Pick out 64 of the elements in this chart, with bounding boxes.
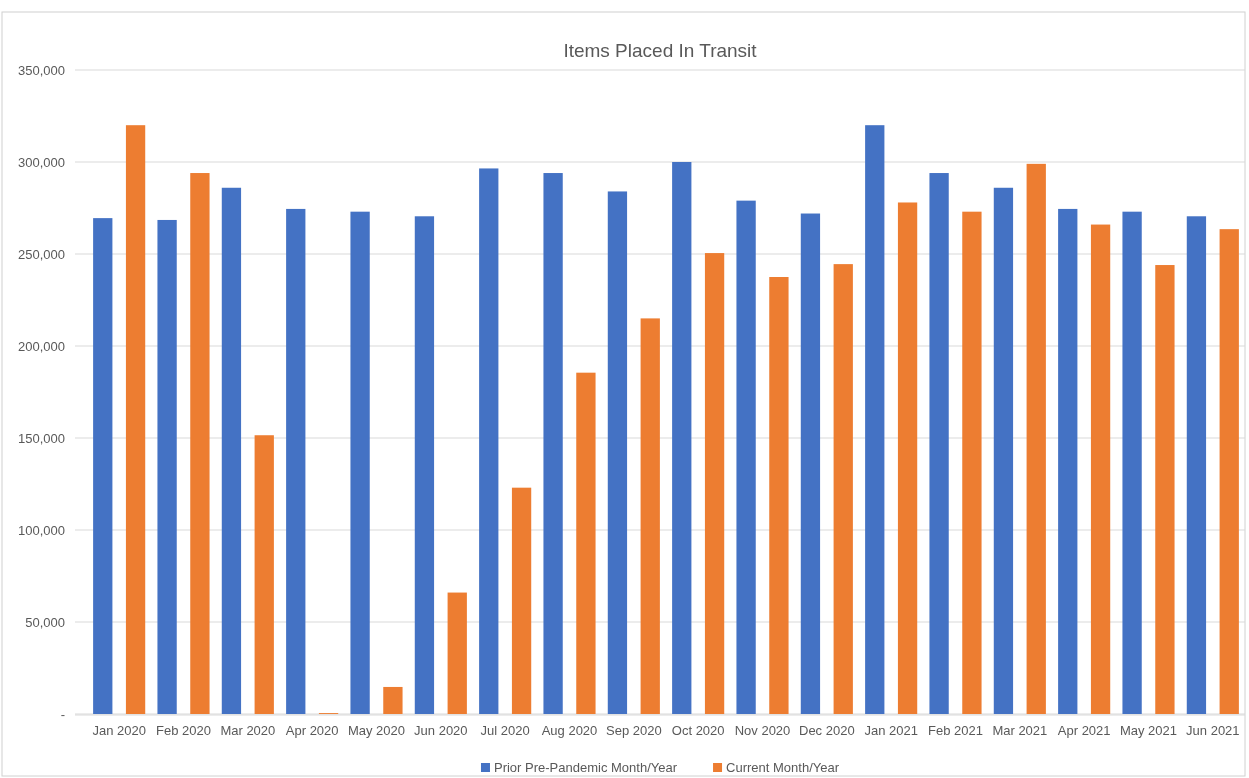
bar	[833, 264, 853, 714]
y-tick-label: 250,000	[18, 246, 65, 262]
bar	[865, 125, 885, 714]
chart-title: Items Placed In Transit	[563, 40, 758, 61]
bar	[190, 173, 210, 714]
x-tick-label: Apr 2020	[285, 723, 339, 739]
x-tick-label: Oct 2020	[671, 723, 725, 739]
x-tick-label: Jun 2021	[1186, 723, 1240, 739]
bar	[543, 173, 563, 714]
x-tick-label: May 2020	[347, 723, 406, 739]
bar	[672, 162, 692, 714]
bar	[254, 435, 274, 714]
legend-label: Prior Pre-Pandemic Month/Year	[493, 760, 678, 775]
x-tick-label: Jun 2020	[414, 723, 468, 739]
bar	[511, 487, 532, 714]
bar	[1155, 265, 1175, 714]
y-tick-label: 350,000	[18, 62, 65, 78]
bar	[1090, 224, 1111, 714]
bar	[640, 318, 660, 714]
bar	[1122, 211, 1142, 714]
bar	[962, 211, 982, 714]
x-tick-label: Jul 2020	[480, 723, 530, 739]
x-tick-label: Sep 2020	[606, 723, 662, 739]
bar	[576, 372, 596, 714]
bar	[1186, 216, 1207, 714]
bar	[125, 125, 146, 714]
y-tick-label: 100,000	[18, 522, 65, 538]
y-tick-label: 50,000	[25, 614, 65, 630]
bar	[479, 168, 499, 714]
bar	[929, 173, 949, 714]
bar	[383, 686, 403, 714]
bar	[897, 202, 918, 714]
bar	[1058, 208, 1078, 714]
bar	[286, 208, 306, 714]
x-tick-label: Nov 2020	[734, 723, 791, 739]
bar	[736, 200, 756, 714]
bar	[800, 213, 821, 714]
bar	[414, 216, 435, 714]
x-tick-label: Jan 2020	[92, 723, 146, 739]
x-tick-label: Mar 2020	[220, 723, 276, 739]
bar	[221, 187, 242, 714]
y-tick-label: -	[60, 706, 65, 722]
bar	[1219, 229, 1239, 714]
x-tick-label: Feb 2021	[928, 723, 983, 739]
bar	[350, 211, 370, 714]
x-tick-label: Feb 2020	[156, 723, 211, 739]
x-tick-label: Mar 2021	[992, 723, 1048, 739]
legend-label: Current Month/Year	[726, 760, 840, 775]
x-tick-label: Dec 2020	[799, 723, 855, 739]
bar	[1026, 163, 1046, 714]
bar	[993, 187, 1014, 714]
bar	[704, 253, 725, 714]
x-tick-label: Apr 2021	[1057, 723, 1111, 739]
bar	[93, 218, 113, 714]
bar	[607, 191, 628, 714]
y-tick-label: 200,000	[18, 338, 65, 354]
y-tick-label: 150,000	[18, 430, 65, 446]
x-tick-label: Jan 2021	[864, 723, 918, 739]
x-tick-label: May 2021	[1119, 723, 1178, 739]
y-tick-label: 300,000	[18, 154, 65, 170]
x-tick-label: Aug 2020	[541, 723, 598, 739]
bar	[157, 219, 177, 714]
bar	[447, 592, 467, 714]
bar	[769, 277, 789, 714]
